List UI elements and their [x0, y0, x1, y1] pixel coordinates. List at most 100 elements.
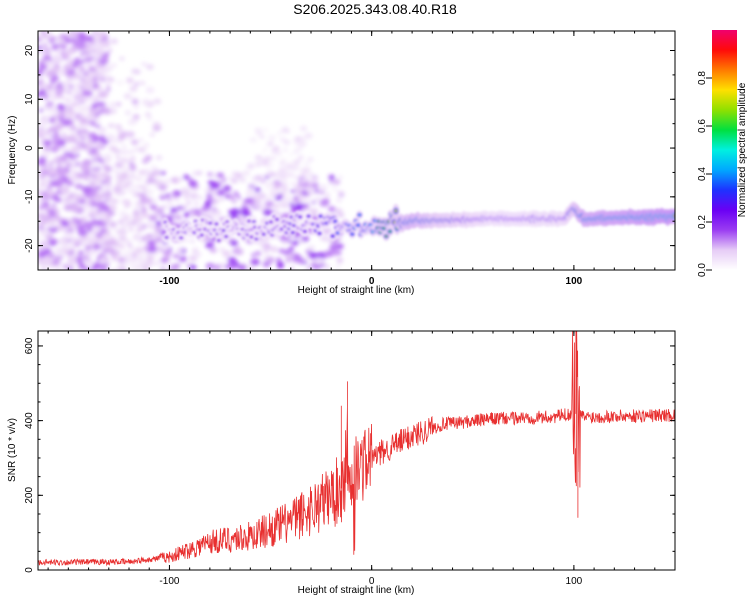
spectrogram-cell: [189, 238, 196, 244]
spectrogram-cell: [49, 168, 59, 176]
spectrogram-cell: [131, 99, 139, 105]
spectrogram-cell: [141, 309, 146, 313]
spectrogram-cell: [107, 175, 112, 180]
spectrogram-cell: [76, 219, 83, 224]
spectrogram-cell: [98, 101, 105, 107]
spectrogram-cell: [267, 157, 273, 161]
spectrogram-cell: [319, 190, 325, 194]
spectrogram-cell: [55, 176, 65, 184]
spectrogram-cell: [125, 271, 133, 277]
spectrogram-cell: [133, 282, 138, 286]
spectrogram-cell: [276, 188, 283, 194]
spectrogram-cell: [61, 132, 66, 136]
spectrogram-cell: [205, 241, 215, 249]
spectrogram-cell: [112, 198, 119, 204]
spectrogram-cell: [262, 233, 266, 236]
spectrogram-cell: [61, 220, 69, 227]
spectrogram-cell: [69, 113, 74, 117]
spectrogram-cell: [234, 172, 243, 179]
spectrogram-cell: [106, 133, 116, 141]
spectrogram-cell: [130, 305, 139, 312]
spectrogram-cell: [296, 259, 301, 263]
spectrogram-cell: [82, 185, 93, 194]
spectrogram-cell: [43, 139, 52, 147]
spectrogram-cell: [145, 307, 152, 312]
spectrogram-cell: [89, 195, 95, 200]
spectrogram-cell: [115, 155, 121, 160]
spectrogram-cell: [142, 275, 148, 280]
spectrogram-cell: [87, 176, 95, 183]
spectrogram-cell: [156, 245, 162, 250]
spectrogram-cell: [140, 276, 147, 281]
spectrogram-cell: [58, 169, 68, 176]
spectrogram-cell: [38, 251, 47, 258]
spectrogram-cell: [137, 240, 144, 245]
spectrogram-cell: [38, 63, 48, 70]
spectrogram-cell: [76, 181, 81, 185]
spectrogram-cell: [267, 162, 275, 168]
spectrogram-cell: [83, 97, 89, 102]
spectrogram-cell: [128, 282, 132, 285]
spectrogram-cell: [156, 257, 161, 261]
spectrogram-cell: [188, 180, 198, 188]
spectrogram-cell: [146, 233, 154, 239]
spectrogram-cell: [211, 207, 217, 212]
spectrogram-frame: [37, 30, 676, 271]
spectrogram-cell: [290, 181, 296, 186]
spectrogram-cell: [99, 256, 107, 262]
spectrogram-cell: [52, 57, 63, 65]
spectrogram-cell: [112, 314, 116, 317]
spectrogram-cell: [44, 105, 53, 112]
spectrogram-cell: [138, 147, 146, 153]
spectrogram-cell: [103, 108, 113, 115]
spectrogram-cell: [293, 149, 299, 154]
spectrogram-cell: [329, 244, 339, 251]
spectrogram-cell: [39, 95, 45, 100]
spectrogram-cell: [117, 263, 127, 270]
spectrogram-cell: [59, 43, 67, 50]
spectrogram-cell: [48, 160, 55, 166]
spectrogram-cell: [117, 128, 124, 134]
spectrogram-cell: [108, 204, 117, 211]
spectrogram-cell: [70, 247, 76, 252]
spectrogram-cell: [133, 316, 140, 322]
spectrogram-cell: [126, 131, 135, 138]
spectrogram-cell: [181, 202, 190, 209]
spectrogram-cell: [278, 167, 286, 174]
spectrogram-cell: [65, 163, 71, 167]
spectrogram-cell: [314, 257, 324, 265]
spectrogram-cell: [128, 227, 134, 232]
spectrogram-cell: [177, 205, 183, 210]
spectrogram-cell: [132, 184, 139, 189]
spectrogram-cell: [278, 161, 286, 167]
spectrogram-cell: [53, 142, 62, 149]
spectrogram-cell: [40, 116, 46, 120]
colorbar-tick-label: 0.2: [697, 215, 708, 229]
spectrogram-cell: [292, 240, 299, 246]
spectrogram-cell: [189, 192, 199, 200]
spectrogram-cell: [305, 169, 310, 173]
spectrogram-cell: [47, 227, 52, 232]
spectrogram-cell: [108, 77, 115, 83]
spectrogram-cell: [388, 230, 392, 233]
spectrogram-cell: [254, 251, 262, 256]
spectrogram-cell: [69, 169, 74, 173]
spectrogram-cell: [262, 127, 269, 132]
spectrogram-cell: [81, 79, 92, 87]
spectrogram-cell: [109, 221, 117, 228]
spectrogram-cell: [38, 227, 42, 233]
spectrogram-cell: [92, 83, 99, 89]
spectrogram-cell: [167, 202, 174, 207]
spectrogram-cell: [142, 264, 150, 270]
spectrogram-cell: [254, 154, 263, 161]
spectrogram-cell: [138, 138, 144, 142]
spectrogram-cell: [152, 303, 160, 309]
spectrogram-cell: [151, 169, 162, 177]
spectrogram-cell: [160, 192, 166, 196]
spectrogram-cell: [70, 224, 78, 230]
spectrogram-cell: [79, 43, 88, 50]
spectrogram-cell: [61, 240, 66, 244]
spectrogram-cell: [238, 177, 247, 183]
spectrogram-cell: [56, 125, 61, 129]
